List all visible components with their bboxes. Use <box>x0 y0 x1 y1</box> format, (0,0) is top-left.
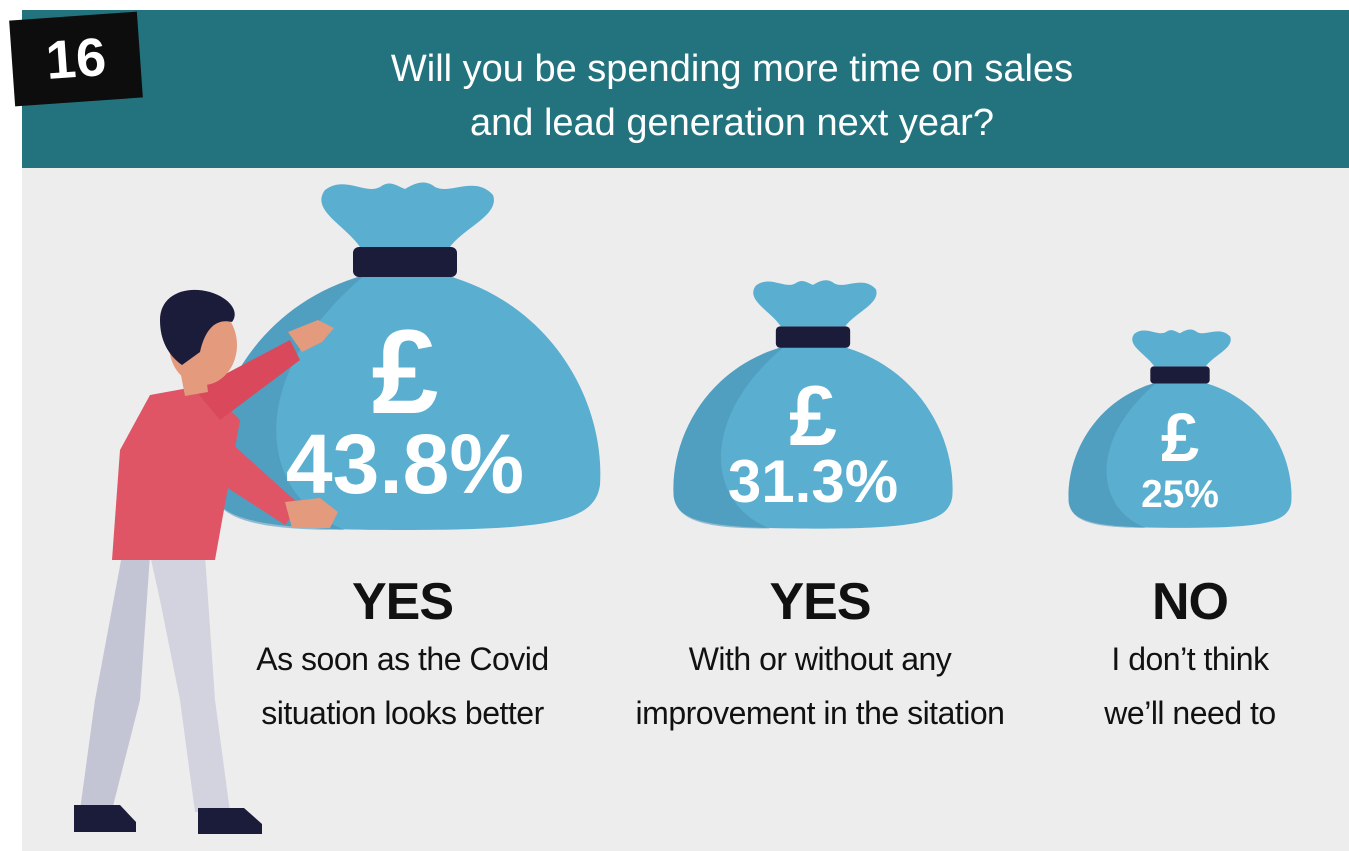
value-label-2: 31.3% <box>728 448 898 515</box>
money-bag-shade <box>673 346 785 529</box>
pound-sign-icon: £ <box>372 305 439 439</box>
answer-2-desc-line-2: improvement in the sitation <box>635 695 1005 731</box>
answer-1-desc-line-2: situation looks better <box>261 695 544 731</box>
money-bag-top <box>321 182 494 247</box>
money-bag-top <box>1132 329 1231 367</box>
pound-sign-icon: £ <box>1161 399 1199 476</box>
money-bag-icon <box>673 346 953 529</box>
answer-1: YES As soon as the Covid situation looks… <box>250 572 555 740</box>
answer-1-desc-line-1: As soon as the Covid <box>256 641 549 677</box>
answer-3: NO I don’t think we’ll need to <box>1080 572 1300 740</box>
answer-3-desc-line-1: I don’t think <box>1111 641 1269 677</box>
pound-sign-icon: £ <box>789 368 837 464</box>
money-bag-top <box>753 280 877 327</box>
person-illustration <box>74 289 338 834</box>
value-label-1: 43.8% <box>286 417 524 511</box>
money-bag-shade <box>1068 382 1158 528</box>
title-line-1: Will you be spending more time on sales <box>390 48 1074 90</box>
money-bag-2: £31.3% <box>673 280 953 529</box>
title-line-2: and lead generation next year? <box>470 102 994 144</box>
answer-3-desc-line-2: we’ll need to <box>1104 695 1276 731</box>
chart-title: Will you be spending more time on sales … <box>322 42 1142 150</box>
money-bag-tie <box>1150 366 1210 384</box>
answer-2: YES With or without any improvement in t… <box>610 572 1030 740</box>
money-bag-3: £25% <box>1068 329 1292 528</box>
money-bag-icon <box>1068 382 1292 528</box>
value-label-3: 25% <box>1141 473 1219 516</box>
money-bag-tie <box>775 326 851 348</box>
answer-1-label: YES <box>351 573 454 631</box>
answer-3-label: NO <box>1152 573 1229 631</box>
money-bag-tie <box>353 247 457 277</box>
answer-2-desc-line-1: With or without any <box>688 641 952 677</box>
header-bar: Will you be spending more time on sales … <box>22 10 1349 168</box>
answer-2-label: YES <box>769 573 871 631</box>
